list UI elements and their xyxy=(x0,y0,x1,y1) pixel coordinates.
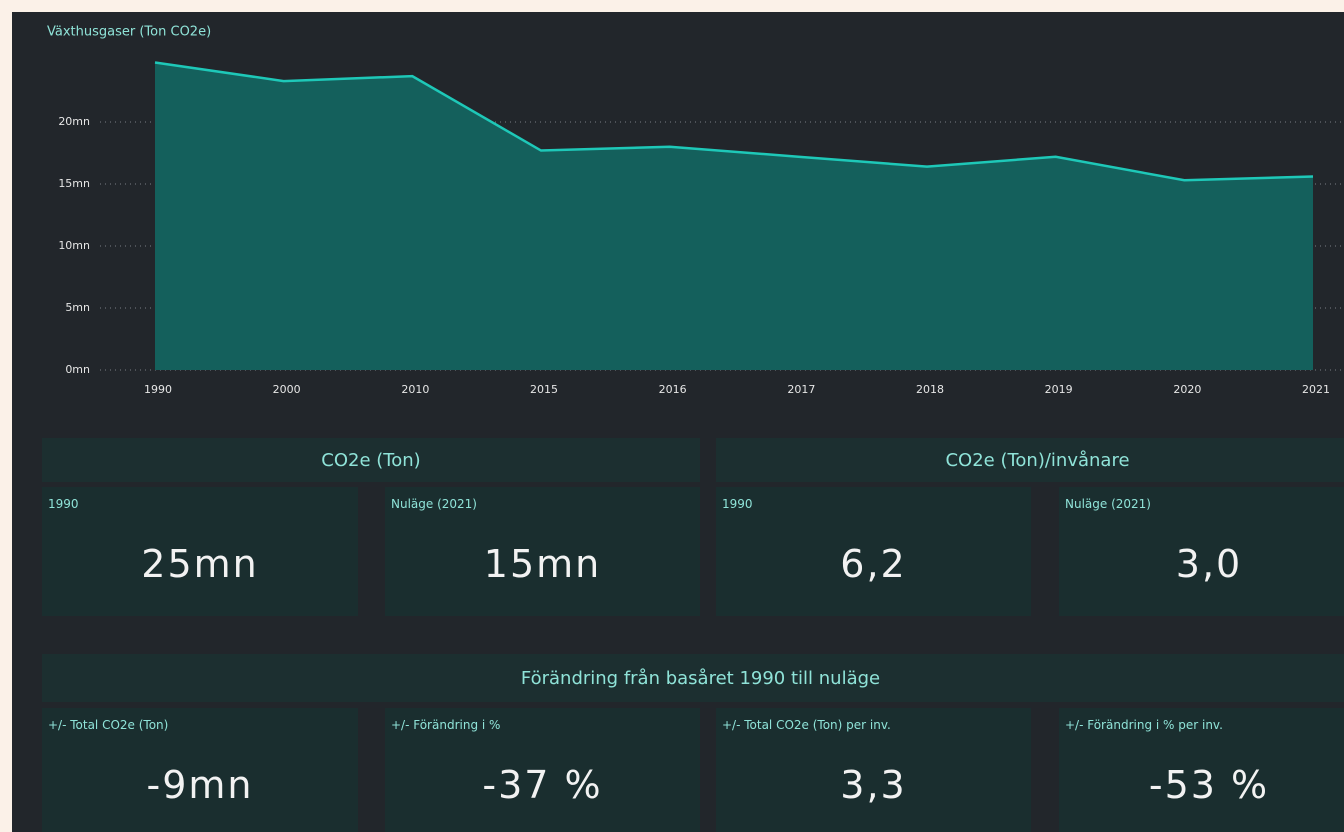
chart: Växthusgaser (Ton CO2e) 0mn 5mn 10mn 15mn 20… xyxy=(47,25,1344,396)
kpi-label: +/- Förändring i % xyxy=(391,718,501,732)
kpi-value: 6,2 xyxy=(840,542,907,586)
section-header: Förändring från basåret 1990 till nuläge xyxy=(42,654,1344,702)
kpi-label: +/- Förändring i % per inv. xyxy=(1065,718,1223,732)
x-tick-label: 2016 xyxy=(659,383,687,396)
y-tick-label: 10mn xyxy=(58,239,90,252)
kpi-card: +/- Förändring i % -37 % xyxy=(385,708,700,832)
x-tick-label: 2021 xyxy=(1302,383,1330,396)
x-tick-label: 2010 xyxy=(401,383,429,396)
kpi-label: Nuläge (2021) xyxy=(391,497,477,511)
kpi-value: -37 % xyxy=(482,763,603,807)
x-tick-label: 2020 xyxy=(1173,383,1201,396)
x-tick-label: 2019 xyxy=(1045,383,1073,396)
kpi-label: +/- Total CO2e (Ton) xyxy=(48,718,169,732)
kpi-value: 25mn xyxy=(141,542,259,586)
kpi-card: Nuläge (2021) 15mn xyxy=(385,487,700,616)
kpi-value: -9mn xyxy=(146,763,254,807)
kpi-label: +/- Total CO2e (Ton) per inv. xyxy=(722,718,891,732)
kpi-value: 15mn xyxy=(483,542,602,586)
kpi-label: 1990 xyxy=(722,497,753,511)
x-tick-label: 2017 xyxy=(787,383,815,396)
y-tick-label: 0mn xyxy=(65,363,90,376)
kpi-label: Nuläge (2021) xyxy=(1065,497,1151,511)
y-tick-label: 5mn xyxy=(65,301,90,314)
kpi-value: 3,3 xyxy=(840,763,907,807)
kpi-card: +/- Förändring i % per inv. -53 % xyxy=(1059,708,1344,832)
x-tick-label: 2018 xyxy=(916,383,944,396)
kpi-card: 1990 6,2 xyxy=(716,487,1031,616)
kpi-value: -53 % xyxy=(1148,763,1270,807)
x-tick-label: 2015 xyxy=(530,383,558,396)
kpi-label: 1990 xyxy=(48,497,79,511)
area xyxy=(155,62,1313,370)
dashboard: Växthusgaser (Ton CO2e) 0mn 5mn 10mn 15mn 20… xyxy=(12,12,1344,832)
kpi-card: +/- Total CO2e (Ton) per inv. 3,3 xyxy=(716,708,1031,832)
x-tick-label: 2000 xyxy=(273,383,301,396)
kpi-card: +/- Total CO2e (Ton) -9mn xyxy=(42,708,358,832)
section-header: CO2e (Ton) xyxy=(42,438,700,482)
chart-title: Växthusgaser (Ton CO2e) xyxy=(47,25,211,40)
kpi-value: 3,0 xyxy=(1175,542,1243,586)
y-tick-label: 15mn xyxy=(58,177,90,190)
x-tick-label: 1990 xyxy=(144,383,172,396)
kpi-card: Nuläge (2021) 3,0 xyxy=(1059,487,1344,616)
kpi-card: 1990 25mn xyxy=(42,487,358,616)
y-tick-label: 20mn xyxy=(58,115,90,128)
section-header: CO2e (Ton)/invånare xyxy=(716,438,1344,482)
line xyxy=(154,61,1314,182)
